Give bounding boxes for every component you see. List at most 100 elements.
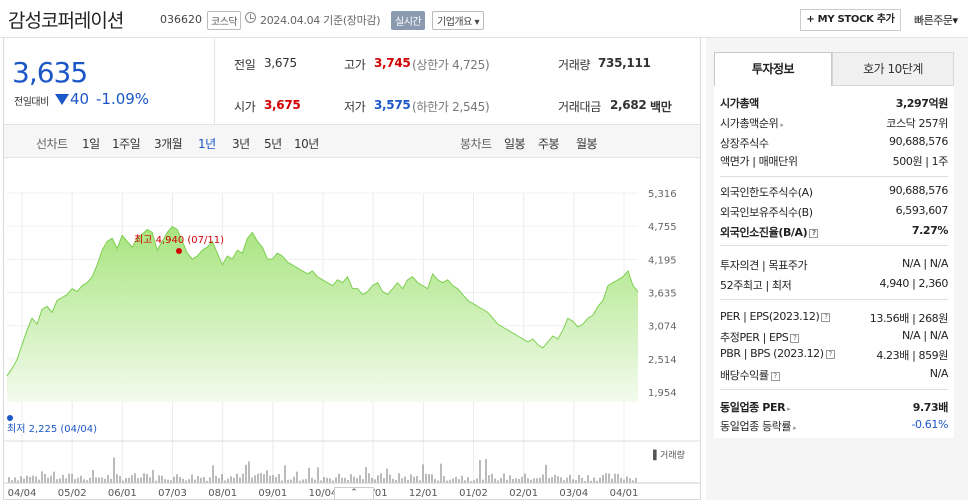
high-marker: [176, 248, 182, 254]
tab-invest-info[interactable]: 투자정보: [714, 52, 832, 86]
stock-code: 036620: [160, 13, 202, 26]
volume-value: 735,111: [598, 56, 651, 70]
period-1w[interactable]: 1주일: [112, 137, 141, 151]
section-divider: [720, 389, 948, 390]
invest-info-table: 시가총액 3,297억원 시가총액순위 ▸ 코스닥 257위 상장주식수 90,688,…: [714, 86, 954, 438]
divider: [214, 38, 215, 124]
low-marker: [7, 415, 13, 421]
realtime-button[interactable]: 실시간: [391, 11, 426, 30]
info-value: 4.23배 | 859원: [876, 349, 948, 362]
period-10y[interactable]: 10년: [294, 137, 319, 151]
x-tick-label: 12/01: [409, 488, 438, 499]
volume-label: 거래량: [558, 58, 591, 72]
info-key: 외국인보유주식수(B): [720, 206, 813, 219]
help-icon[interactable]: ?: [770, 371, 780, 381]
price-chart[interactable]: 5,316 4,755 4,195 3,635 3,074 2,514 1,954 최고 4,…: [4, 178, 700, 500]
section-divider: [720, 176, 948, 177]
x-tick-label: 07/03: [158, 488, 187, 499]
help-icon[interactable]: ?: [825, 349, 835, 359]
info-key: 52주최고 | 최저: [720, 279, 792, 292]
info-key: 액면가 | 매매단위: [720, 155, 798, 168]
high-label: 고가: [344, 58, 366, 72]
low-label: 최저 2,225 (04/04): [7, 423, 97, 435]
high-value: 3,745: [374, 56, 411, 70]
quick-order-link[interactable]: 빠른주문▾: [914, 12, 958, 28]
amount-unit: 백만: [650, 100, 672, 114]
change-label: 전일대비: [14, 97, 49, 108]
line-chart-label: 선차트: [36, 137, 68, 151]
prev-value: 3,675: [264, 56, 297, 70]
chevron-down-icon: ▾: [474, 17, 480, 28]
chevron-up-icon: ⌃: [350, 488, 358, 498]
chevron-down-icon: ▾: [952, 14, 958, 27]
y-tick-label: 5,316: [648, 189, 677, 200]
info-key: 외국인소진율(B/A): [720, 226, 808, 239]
low-label: 저가: [344, 100, 366, 114]
candle-weekly[interactable]: 주봉: [538, 137, 560, 151]
y-tick-label: 4,195: [648, 255, 677, 266]
period-1y[interactable]: 1년: [198, 137, 216, 151]
high-label: 최고 4,940 (07/11): [134, 234, 224, 246]
candle-daily[interactable]: 일봉: [504, 137, 526, 151]
period-5y[interactable]: 5년: [264, 137, 282, 151]
x-tick-label: 05/02: [58, 488, 87, 499]
x-tick-label: 09/01: [258, 488, 287, 499]
y-tick-label: 3,635: [648, 289, 677, 300]
period-3m[interactable]: 3개월: [154, 137, 183, 151]
quote-panel: 3,635 전일대비 40 -1.09% 전일 3,675 고가 3,745 (…: [3, 38, 701, 500]
help-icon[interactable]: ?: [821, 312, 831, 322]
x-tick-label: 08/01: [208, 488, 237, 499]
amount-label: 거래대금: [558, 100, 601, 114]
caret-right-icon[interactable]: ▸: [793, 424, 797, 432]
period-1d[interactable]: 1일: [82, 137, 100, 151]
info-value: 9.73배: [912, 401, 949, 414]
invest-info-panel: 투자정보 호가 10단계 시가총액 3,297억원 시가총액순위 ▸ 코스닥 257위…: [706, 38, 968, 500]
section-divider: [720, 299, 948, 300]
info-key: 동일업종 등락률: [720, 420, 792, 433]
info-value: 90,688,576: [889, 184, 948, 197]
help-icon[interactable]: ?: [790, 333, 800, 343]
stock-header: 감성코퍼레이션 036620 코스닥 2024.04.04 기준(장마감) 실시…: [0, 0, 968, 38]
candle-chart-label: 봉차트: [460, 137, 492, 151]
info-value: 13.56배 | 268원: [869, 312, 949, 325]
info-key: 배당수익률: [720, 369, 769, 382]
info-value: 7.27%: [911, 224, 949, 237]
info-value: 코스닥 257위: [886, 117, 948, 130]
tab-order-book[interactable]: 호가 10단계: [832, 52, 954, 86]
x-tick-label: 01/02: [459, 488, 488, 499]
help-icon[interactable]: ?: [809, 228, 819, 238]
info-key: 시가총액: [720, 97, 759, 110]
add-my-stock-button[interactable]: + MY STOCK 추가: [800, 9, 901, 31]
info-value: 3,297억원: [895, 97, 949, 110]
down-arrow-icon: [55, 94, 69, 105]
clock-icon: [245, 12, 256, 23]
open-value: 3,675: [264, 98, 301, 112]
current-price: 3,635: [12, 56, 88, 89]
y-tick-label: 1,954: [648, 388, 677, 399]
info-value: 90,688,576: [889, 135, 948, 148]
period-bar: 선차트 1일 1주일 3개월 1년 3년 5년 10년 봉차트 일봉 주봉 월봉: [4, 124, 700, 158]
info-value: N/A: [929, 367, 949, 380]
stock-name: 감성코퍼레이션: [8, 10, 124, 32]
low-value: 3,575: [374, 98, 411, 112]
info-value: 500원 | 1주: [892, 155, 949, 168]
period-3y[interactable]: 3년: [232, 137, 250, 151]
price-line: [6, 225, 639, 377]
overview-dropdown[interactable]: 기업개요 ▾: [432, 11, 485, 30]
base-date: 2024.04.04 기준(장마감): [260, 14, 381, 27]
caret-right-icon[interactable]: ▸: [787, 405, 791, 413]
expand-chart-button[interactable]: ⌃: [334, 487, 374, 499]
change-percent: -1.09%: [96, 90, 150, 108]
x-tick-label: 04/04: [8, 488, 37, 499]
info-key: PER | EPS(2023.12): [720, 310, 820, 323]
candle-monthly[interactable]: 월봉: [576, 137, 598, 151]
x-tick-label: 04/01: [610, 488, 639, 499]
info-key: 동일업종 PER: [720, 401, 786, 414]
x-tick-label: 02/01: [509, 488, 538, 499]
caret-right-icon[interactable]: ▸: [780, 121, 784, 129]
info-value: 4,940 | 2,360: [879, 277, 949, 290]
info-key: PBR | BPS (2023.12): [720, 347, 824, 360]
x-tick-label: 10/04: [309, 488, 338, 499]
amount-value: 2,682: [610, 98, 647, 112]
info-value: 6,593,607: [895, 204, 949, 217]
